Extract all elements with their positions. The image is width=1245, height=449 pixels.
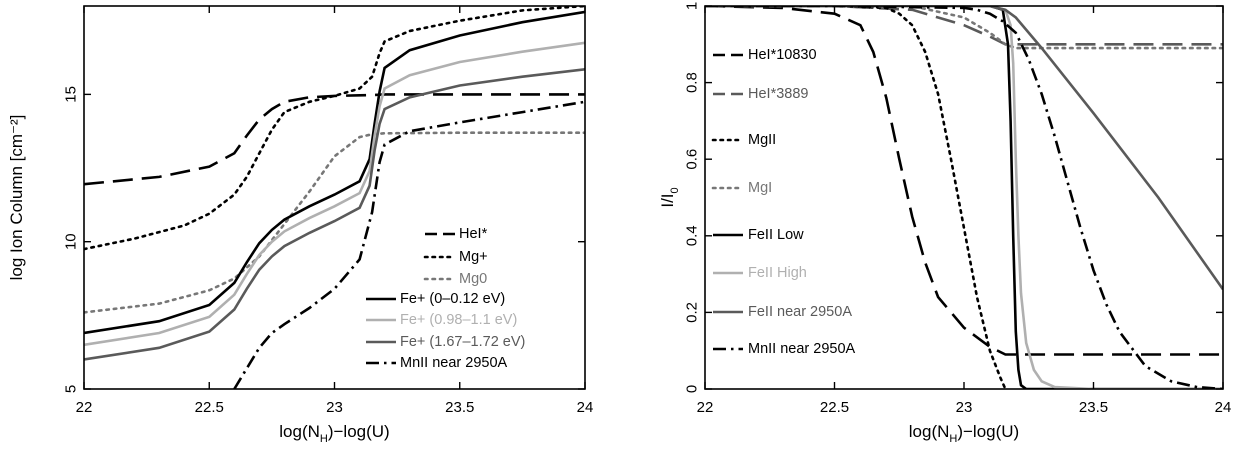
y-axis-label: I/I0 <box>658 187 681 207</box>
x-tick-label: 23.5 <box>1079 399 1108 416</box>
x-tick-label: 22 <box>697 399 714 416</box>
y-tick-label: 0.4 <box>684 225 701 246</box>
series-group <box>705 6 1223 389</box>
legend-label: Fe+ (0–0.12 eV) <box>400 291 505 307</box>
legend-label: Fe+ (0.98–1.1 eV) <box>400 312 517 328</box>
series-line-7 <box>705 6 1223 291</box>
legend-label: MnII near 2950A <box>748 341 856 357</box>
series-line-3 <box>84 131 585 314</box>
plot-frame <box>704 5 1224 390</box>
series-line-5 <box>705 6 1223 389</box>
series-line-8 <box>705 6 1223 389</box>
series-line-3 <box>705 6 1007 389</box>
legend-label: HeI*10830 <box>748 47 817 63</box>
series-group <box>84 6 585 389</box>
legend: HeI*10830 HeI*3889 MgII MgI FeII Low FeII Hig… <box>711 47 856 357</box>
series-line-1 <box>705 6 1223 356</box>
x-axis-label: log(NH)−log(U) <box>279 422 389 445</box>
x-axis-label: log(NH)−log(U) <box>909 422 1019 445</box>
legend-label: MgII <box>748 132 776 148</box>
series-line-2 <box>84 6 585 251</box>
legend-label: HeI* <box>459 226 488 242</box>
x-tick-label: 22 <box>76 399 93 416</box>
legend-label: Fe+ (1.67–1.72 eV) <box>400 334 525 350</box>
y-tick-label: 0.8 <box>684 72 701 93</box>
legend-label: FeII Low <box>748 227 804 243</box>
legend-label: Mg0 <box>459 271 487 287</box>
plot-frame <box>83 5 586 390</box>
series-line-7 <box>233 100 585 389</box>
series-line-6 <box>84 68 585 361</box>
x-tick-label: 22.5 <box>820 399 849 416</box>
y-tick-label: 10 <box>63 233 80 250</box>
legend-label: MgI <box>748 180 772 196</box>
y-tick-label: 0.2 <box>684 302 701 323</box>
series-line-1 <box>84 93 585 186</box>
legend-label: Mg+ <box>459 249 488 265</box>
y-tick-label: 1 <box>684 2 701 10</box>
legend-label: FeII near 2950A <box>748 304 852 320</box>
y-axis-label: log Ion Column [cm⁻²] <box>7 115 26 281</box>
x-tick-label: 22.5 <box>195 399 224 416</box>
y-tick-label: 0.6 <box>684 149 701 170</box>
legend: HeI* Mg+ Mg0 Fe+ (0–0.12 eV) Fe+ (0.98–1.1 e… <box>366 226 525 371</box>
x-tick-label: 24 <box>1215 399 1232 416</box>
x-tick-label: 23 <box>326 399 343 416</box>
y-tick-label: 15 <box>63 86 80 103</box>
series-line-5 <box>84 41 585 347</box>
x-tick-label: 24 <box>577 399 594 416</box>
x-tick-label: 23 <box>956 399 973 416</box>
chart-panel-1: 22 22.5 23 23.5 24 5 10 15 log(NH)−log(U) log Ion… <box>7 5 594 445</box>
legend-label: HeI*3889 <box>748 86 808 102</box>
series-line-6 <box>705 6 1223 389</box>
x-tick-label: 23.5 <box>445 399 474 416</box>
y-tick-label: 0 <box>684 385 701 393</box>
legend-label: MnII near 2950A <box>400 355 508 371</box>
chart-panel-2: 22 22.5 23 23.5 24 0 0.2 0.4 0.6 0.8 1 log(NH)−log(… <box>658 2 1231 445</box>
legend-label: FeII High <box>748 265 807 281</box>
y-tick-label: 5 <box>63 385 80 393</box>
series-line-4 <box>84 10 585 335</box>
